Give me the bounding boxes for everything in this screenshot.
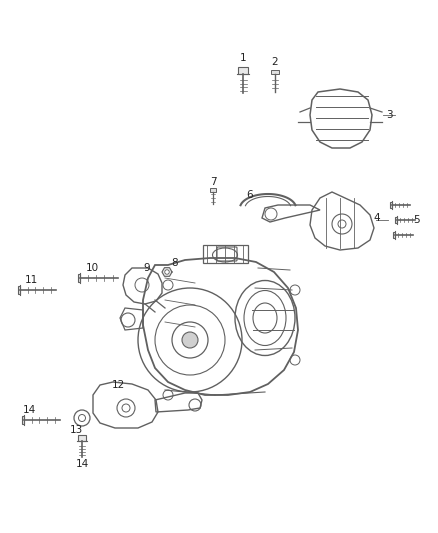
Text: 12: 12 [112, 380, 125, 390]
Text: 11: 11 [25, 275, 38, 285]
Text: 14: 14 [23, 405, 36, 415]
Text: 8: 8 [172, 258, 178, 268]
Circle shape [165, 270, 169, 274]
Bar [78, 274, 81, 282]
Bar [78, 435, 86, 440]
Text: 2: 2 [272, 57, 278, 67]
Text: 3: 3 [386, 110, 393, 120]
Text: 9: 9 [143, 263, 150, 273]
Text: 7: 7 [210, 177, 216, 187]
Text: 13: 13 [70, 425, 83, 435]
Polygon shape [162, 268, 172, 276]
Bar [210, 188, 216, 192]
Text: 5: 5 [413, 215, 420, 225]
Bar [271, 70, 279, 75]
Text: 10: 10 [85, 263, 99, 273]
Bar [393, 232, 395, 238]
Bar [390, 202, 392, 208]
Bar [238, 67, 248, 74]
Text: 1: 1 [240, 53, 246, 63]
Circle shape [182, 332, 198, 348]
Bar [203, 245, 248, 263]
Bar [18, 286, 21, 294]
Text: 4: 4 [373, 213, 380, 223]
Bar [22, 416, 25, 424]
Bar [395, 217, 397, 223]
Text: 14: 14 [75, 459, 88, 469]
Text: 6: 6 [246, 190, 253, 200]
